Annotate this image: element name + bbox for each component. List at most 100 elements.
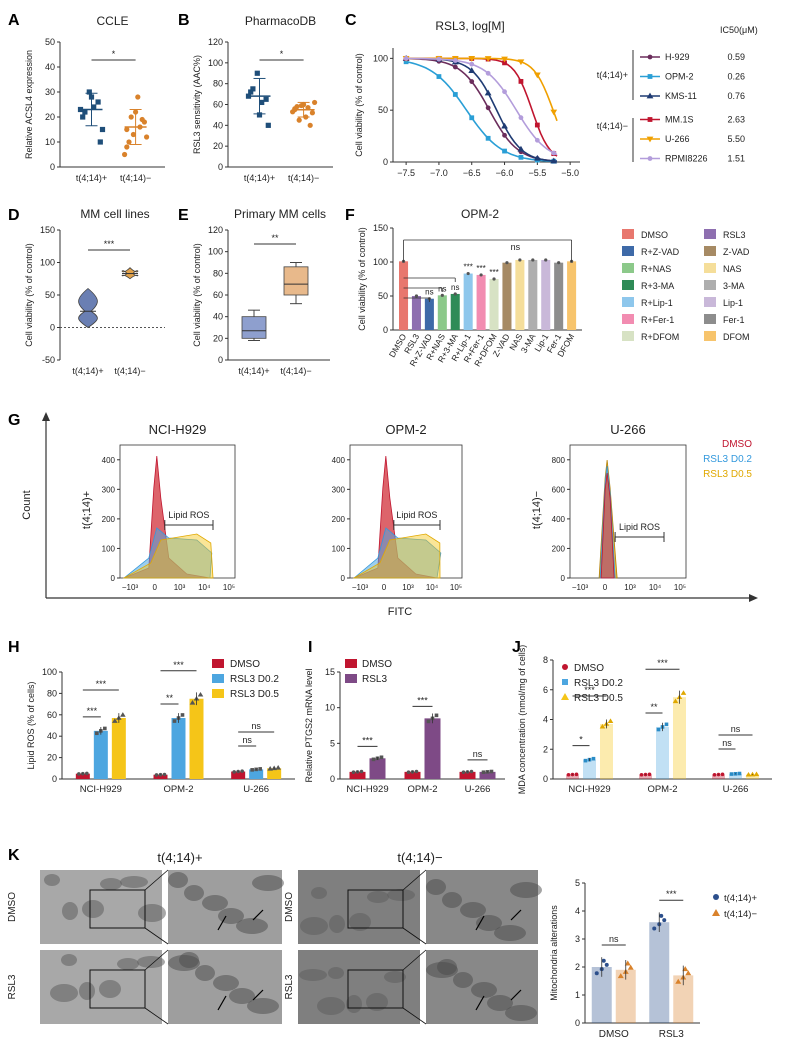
data-point [648,55,653,60]
x-tick-label: NCI-H929 [568,784,610,795]
data-point [297,118,302,123]
data-point [126,139,131,144]
x-tick-label: t(4;14)− [288,173,319,183]
data-point [567,773,571,777]
y-tick-label: 0 [218,355,223,365]
significance-label: ns [731,724,741,734]
data-point [372,758,376,762]
data-point [562,679,568,685]
y-tick-label: 20 [213,141,223,151]
bar [656,727,669,779]
data-point [120,712,126,717]
legend-label: U-266 [665,134,690,144]
em-organelle [213,975,239,991]
em-organelle [184,885,204,901]
em-organelle [510,882,542,898]
data-point [155,773,159,777]
arrow-head [749,594,758,602]
em-organelle [168,872,188,888]
y-tick-label: 40 [213,120,223,130]
y-axis-label: MDA concentration (nmol/mg of cells) [517,645,527,795]
x-tick-label: t(4;14)+ [238,366,269,376]
em-organelle [44,874,60,886]
data-point [437,74,442,79]
x-tick-label: −6.5 [463,168,481,178]
arrow-head [42,412,50,421]
data-point [415,294,418,297]
data-point [404,56,409,61]
significance-label: ns [722,738,732,748]
legend-label: R+Z-VAD [641,247,680,257]
x-tick-label: 0 [603,583,608,592]
y-tick-label: 100 [373,53,388,63]
data-point [551,151,556,156]
data-point [738,772,742,776]
y-tick-label: 40 [45,62,55,72]
y-tick-label: 80 [213,268,223,278]
y-tick-label: 300 [332,485,346,494]
legend-ic50: 0.59 [727,52,745,62]
legend-label: RSL3 [723,230,746,240]
em-organelle [367,891,389,903]
x-tick-label: −6.0 [496,168,514,178]
data-point [453,92,458,97]
em-organelle [311,887,327,899]
legend-label: DFOM [723,332,750,342]
y-tick-label: 3 [575,934,580,944]
y-tick-label: 0 [543,774,548,784]
data-point [77,772,81,776]
bar [399,261,408,330]
significance-label: ns [251,721,261,731]
x-tick-label: 10⁵ [450,583,462,592]
legend-ic50: 0.26 [727,72,745,82]
legend-label: R+Lip-1 [641,298,673,308]
data-point [502,89,507,94]
y-tick-label: 600 [552,485,566,494]
bar [567,261,576,330]
significance-label: *** [657,658,668,668]
em-organelle [453,972,473,988]
x-tick-label: 0 [153,583,158,592]
data-point [721,773,725,777]
x-tick-label: −5.0 [561,168,579,178]
fit-curve [406,58,557,161]
panel-letter: F [345,207,355,224]
data-point [441,294,444,297]
y-tick-label: 200 [332,515,346,524]
data-point [462,770,466,774]
y-tick-label: 4 [543,715,548,725]
x-tick-label: OPM-2 [163,784,193,795]
legend-label: R+NAS [641,264,671,274]
legend-label: DMSO [641,230,668,240]
legend-swatch [704,263,716,273]
data-point [122,152,127,157]
significance-label: *** [463,263,472,272]
box [284,267,308,295]
legend-swatch [212,659,224,668]
significance-label: ** [650,702,658,712]
bar [94,731,108,779]
x-tick-label: U-266 [723,784,749,795]
legend-label: H-929 [665,52,690,62]
data-point [681,690,687,695]
bar [438,295,447,330]
data-point [544,258,547,261]
data-point [173,719,177,723]
row-label: t(4;14)+ [81,491,93,529]
y-tick-label: 2 [543,744,548,754]
significance-label: * [280,49,284,59]
legend-label: t(4;14)− [724,909,757,920]
x-tick-label: t(4;14)− [280,366,311,376]
data-point [713,894,719,900]
gate-label: Lipid ROS [396,510,437,520]
y-tick-label: 120 [208,225,223,235]
data-point [275,765,281,770]
legend-group: t(4;14)+ [597,70,628,80]
em-organelle [460,902,486,918]
panel-letter: H [8,639,20,656]
em-organelle [168,955,200,971]
y-tick-label: 300 [102,485,116,494]
panel-letter: G [8,412,20,429]
legend-swatch [212,689,224,698]
data-point [605,963,609,967]
